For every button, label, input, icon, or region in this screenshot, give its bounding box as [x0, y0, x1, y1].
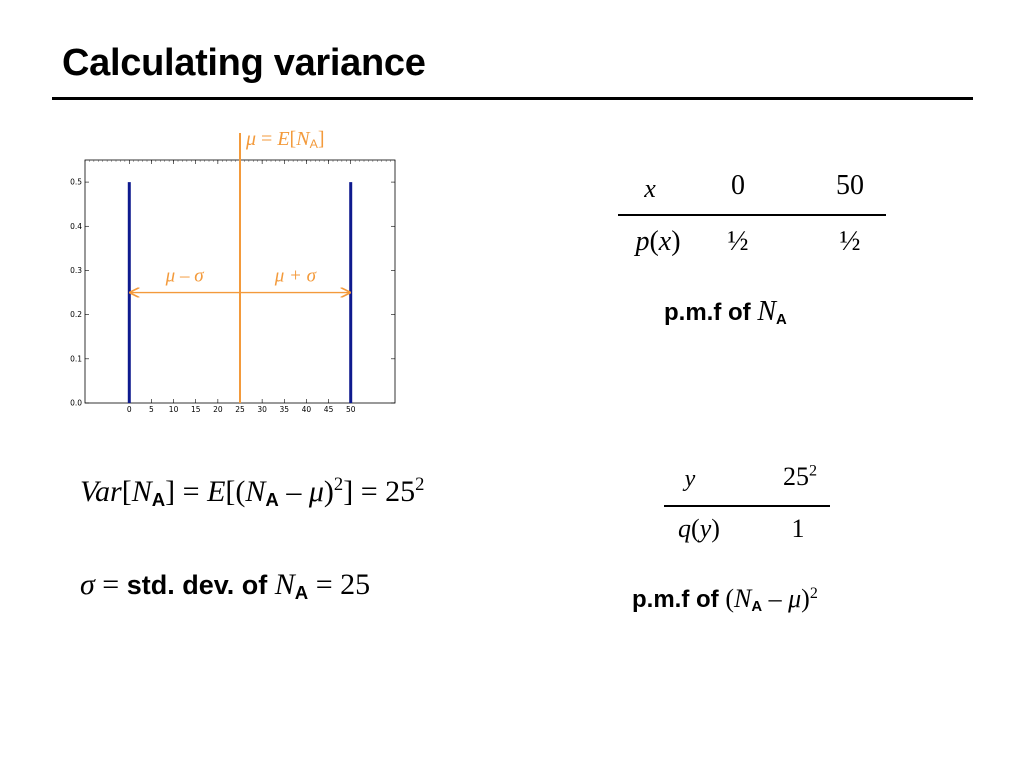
table1-caption-sub: A	[776, 312, 787, 329]
table1-row-func: p(x)	[635, 226, 681, 257]
table1-header-var: x	[644, 174, 656, 203]
table1-func-arg: x	[658, 226, 672, 257]
x-tick-label: 50	[346, 405, 356, 414]
var-mu: μ	[308, 475, 324, 508]
mean-N: N	[296, 128, 310, 150]
x-tick-label: 10	[169, 405, 179, 414]
mean-bracket-close: ]	[317, 128, 325, 150]
x-tick-label: 5	[149, 405, 154, 414]
table1-caption: p.m.f of NA	[664, 296, 787, 328]
std-eq2: = 25	[308, 568, 371, 601]
table2-row-func: q(y)	[678, 514, 720, 543]
pmf-bar-chart: 0 5 10 15 20 25 30 35 40 45 50 0.0 0.1 0.2 0.3 0.4 0.5 μ…	[70, 133, 396, 414]
x-tick-label: 45	[324, 405, 334, 414]
table1-rule	[618, 214, 886, 216]
var-close: ]	[343, 475, 354, 508]
mean-E: E	[277, 128, 290, 150]
x-tick-label: 30	[257, 405, 267, 414]
mean-mu: μ	[246, 128, 257, 150]
table1-func-name: p	[635, 226, 650, 257]
y-tick-label: 0.2	[70, 310, 82, 319]
y-tick-label: 0.4	[70, 222, 82, 231]
var-minus: –	[278, 475, 309, 508]
x-tick-label: 40	[302, 405, 312, 414]
table1-caption-var: N	[757, 296, 777, 327]
table2-row-value: 1	[791, 514, 805, 543]
var-eq2: = 25	[353, 475, 416, 508]
var-N2: N	[245, 475, 266, 508]
var-bracket-open: [	[121, 475, 132, 508]
mu-minus-sigma-label: μ – σ	[165, 266, 205, 287]
y-tick-label: 0.3	[70, 266, 82, 275]
var-exp: 2	[333, 474, 344, 495]
variance-equation: Var[NA] = E[(NA – μ)2] = 252	[80, 474, 425, 511]
std-sigma: σ	[80, 568, 95, 601]
std-N: N	[274, 568, 295, 601]
table2-caption-prefix: p.m.f of	[632, 586, 726, 613]
mean-label: μ = E[NA]	[246, 128, 325, 151]
x-tick-label: 25	[235, 405, 245, 414]
var-N2-sub: A	[265, 489, 279, 511]
table2-caption: p.m.f of (NA – μ)2	[632, 584, 818, 616]
std-text: std. dev. of	[126, 570, 275, 600]
table2-caption-exp: 2	[809, 585, 818, 602]
table2-header-var: y	[684, 466, 696, 492]
table2-caption-sub: A	[751, 599, 763, 616]
var-exp2: 2	[415, 474, 425, 495]
std-equation: σ = std. dev. of NA = 25	[80, 568, 371, 604]
var-word: Var	[80, 475, 122, 508]
mu-plus-sigma-label: μ + σ	[274, 266, 317, 287]
var-N: N	[131, 475, 152, 508]
std-N-sub: A	[294, 582, 309, 604]
table1-caption-prefix: p.m.f of	[664, 299, 758, 326]
mean-bracket-open: [	[289, 128, 297, 150]
var-N-sub: A	[151, 489, 166, 511]
y-tick-label: 0.1	[70, 354, 82, 363]
table1-header-value-0: 0	[731, 170, 745, 201]
x-tick-label: 0	[127, 405, 132, 414]
table2-caption-open: (	[725, 584, 734, 613]
table2-caption-minus: –	[762, 584, 789, 613]
table2-header-base: 25	[782, 462, 809, 491]
table2-header-exp: 2	[808, 462, 818, 480]
var-eq1: =	[175, 475, 208, 508]
table2-caption-close: )	[801, 584, 810, 613]
var-E: E	[207, 475, 226, 508]
table2-func-name: q	[678, 514, 692, 543]
x-tick-label: 35	[280, 405, 290, 414]
x-tick-label: 20	[213, 405, 223, 414]
table2-rule	[664, 505, 830, 507]
var-inner-open: [(	[225, 475, 246, 508]
var-bracket-close: ]	[165, 475, 176, 508]
title-divider	[52, 97, 973, 100]
table1-header-value-1: 50	[836, 170, 864, 201]
pmf-table-x: x 0 50 p(x) ½ ½	[610, 168, 890, 268]
table2-func-arg: y	[699, 514, 712, 543]
slide-title: Calculating variance	[62, 42, 426, 84]
table2-header-value: 252	[765, 462, 835, 492]
mean-N-sub: A	[309, 137, 318, 152]
table1-row-value-1: ½	[839, 226, 861, 257]
table2-caption-var: N	[734, 584, 752, 613]
x-tick-label: 15	[191, 405, 201, 414]
table1-row-value-0: ½	[727, 226, 749, 257]
table2-caption-mu: μ	[788, 584, 802, 613]
var-inner-close: )	[323, 475, 334, 508]
y-tick-label: 0.5	[70, 178, 82, 187]
y-tick-label: 0.0	[70, 399, 82, 408]
pmf-table-y: y 252 q(y) 1	[660, 458, 840, 558]
mean-eq: =	[261, 128, 273, 150]
std-eq: =	[94, 568, 127, 601]
